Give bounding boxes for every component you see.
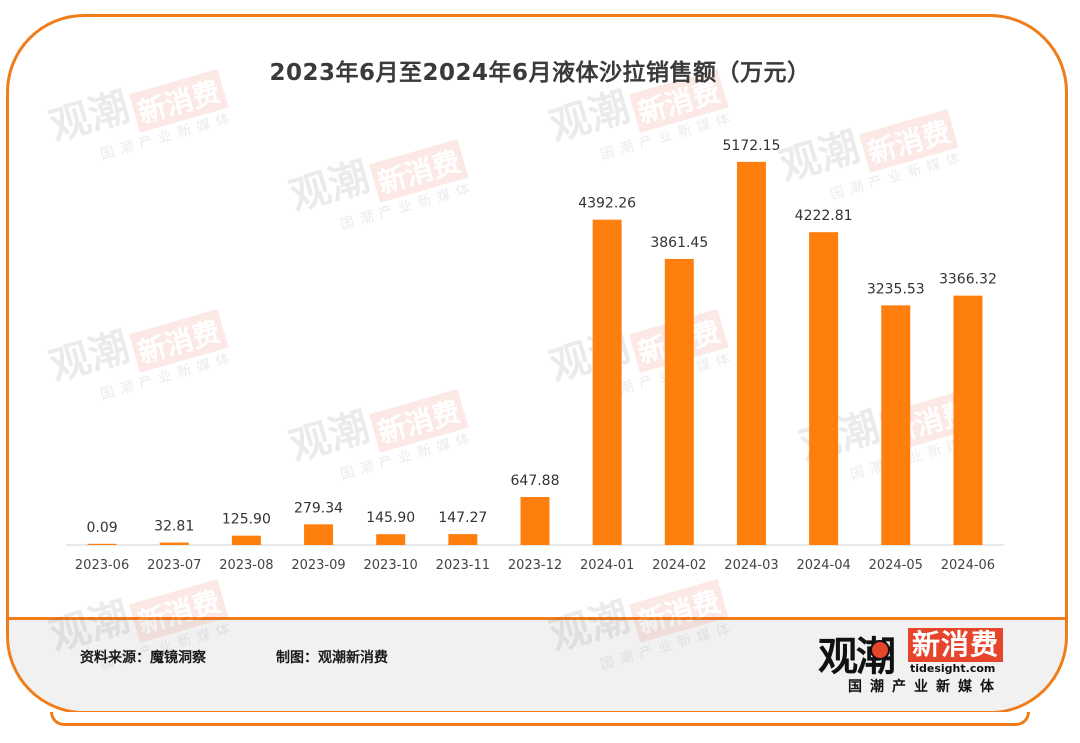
bar	[592, 219, 622, 545]
data-label: 647.88	[511, 473, 560, 489]
bar	[304, 524, 334, 545]
x-tick-label: 2023-11	[436, 558, 490, 573]
bar	[159, 542, 189, 545]
data-source: 资料来源：魔镜洞察	[80, 650, 206, 666]
bar	[520, 497, 550, 545]
bar	[376, 534, 406, 545]
x-tick-label: 2024-03	[724, 558, 778, 573]
x-tick-label: 2023-12	[508, 558, 562, 573]
logo-badge: 新消费	[908, 628, 1004, 662]
data-label: 4392.26	[578, 196, 636, 212]
x-tick-label: 2023-06	[75, 558, 129, 573]
x-tick-label: 2023-07	[147, 558, 201, 573]
logo-domain: tidesight.com	[910, 662, 996, 675]
x-tick-label: 2023-08	[219, 558, 273, 573]
chart-title: 2023年6月至2024年6月液体沙拉销售额（万元）	[269, 60, 811, 86]
bar	[87, 543, 117, 545]
bar	[736, 161, 766, 545]
data-label: 3235.53	[867, 281, 925, 297]
bar	[953, 295, 983, 545]
x-tick-label: 2024-01	[580, 558, 634, 573]
chart-credit: 制图：观潮新消费	[276, 650, 388, 666]
x-tick-label: 2024-06	[941, 558, 995, 573]
data-label: 32.81	[154, 519, 194, 535]
bar	[448, 534, 478, 545]
brand-logo: 观潮 新消费 tidesight.com 国潮产业新媒体	[818, 624, 1028, 695]
data-label: 5172.15	[723, 138, 781, 154]
data-label: 145.90	[366, 510, 415, 526]
data-label: 3861.45	[650, 235, 708, 251]
data-label: 3366.32	[939, 272, 997, 288]
footer-band	[9, 617, 1065, 711]
data-label: 4222.81	[795, 208, 853, 224]
data-label: 0.09	[86, 520, 117, 536]
eye-icon	[870, 640, 890, 660]
bar	[809, 232, 839, 545]
bar	[231, 535, 261, 545]
bar	[664, 258, 694, 545]
x-tick-label: 2024-02	[652, 558, 706, 573]
data-label: 279.34	[294, 500, 343, 516]
x-tick-label: 2023-09	[291, 558, 345, 573]
x-tick-label: 2024-04	[796, 558, 850, 573]
data-label: 147.27	[438, 510, 487, 526]
logo-tagline: 国潮产业新媒体	[848, 679, 1002, 695]
data-label: 125.90	[222, 512, 271, 528]
x-tick-label: 2024-05	[869, 558, 923, 573]
x-tick-label: 2023-10	[364, 558, 418, 573]
bar	[881, 305, 911, 545]
